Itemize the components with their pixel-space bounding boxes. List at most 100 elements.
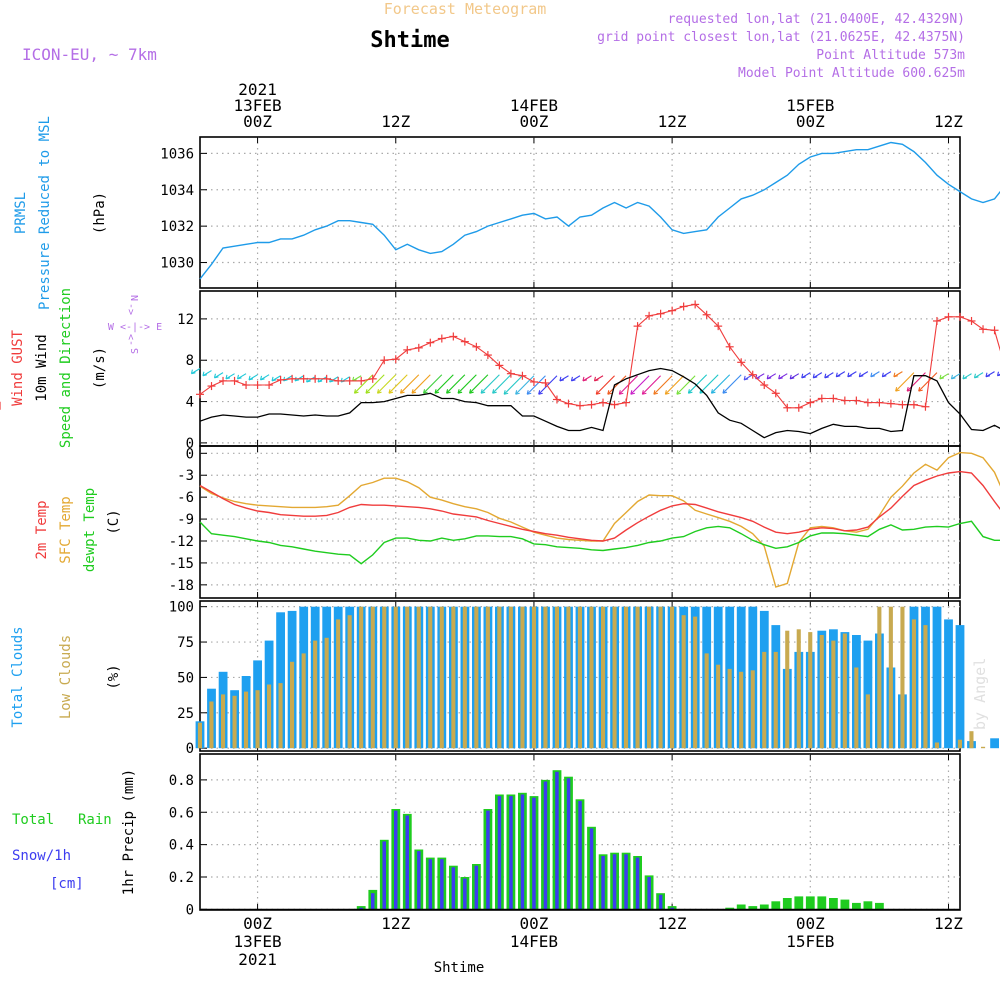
low-cloud-bar (336, 619, 341, 749)
wind-arrow-head (973, 373, 976, 378)
wind-arrow-head (619, 392, 624, 395)
total-cloud-bar (944, 619, 953, 749)
top-time-label: 15FEB (786, 96, 834, 115)
model-name: ICON-EU, ~ 7km (22, 45, 157, 64)
low-cloud-bar (808, 632, 813, 749)
snow-bar (589, 828, 594, 910)
top-time-label: 12Z (658, 112, 687, 131)
wind-arrow-head (559, 376, 562, 382)
wind-arrow-head (388, 389, 391, 394)
wind-arrow-head (365, 389, 368, 394)
low-cloud-bar (428, 606, 433, 749)
wind-arrow-head (997, 374, 1000, 377)
wind-speed-direction-label: Speed and Direction (58, 288, 74, 448)
meteogram-title: Forecast Meteogram (384, 0, 547, 18)
wind-arrow-head (824, 373, 827, 378)
wind-arrow-head (353, 389, 356, 394)
low-cloud-bar (670, 606, 675, 749)
rain-bar (667, 906, 677, 910)
wind-direction-arrow (423, 374, 443, 394)
low-cloud-bar (451, 606, 456, 749)
precip-snow-label: Snow/1h (12, 848, 71, 864)
wind-arrow-head (824, 376, 829, 379)
wind-arrow-head (260, 378, 265, 381)
wind-arrow-head (237, 377, 242, 380)
wind-arrow-head (939, 377, 945, 380)
rain-bar (771, 901, 781, 910)
wind-arrow-head (835, 372, 838, 377)
wind-direction-arrow (664, 375, 685, 395)
wind-arrow-head (492, 389, 495, 394)
wind-direction-arrow (400, 374, 420, 394)
y-tick-label: 25 (177, 706, 194, 722)
low-cloud-bar (842, 633, 847, 749)
rain-bar (356, 906, 366, 910)
precip-unit-label: 1hr Precip (mm) (121, 769, 137, 895)
wind-arrow-head (388, 391, 394, 394)
y-tick-label: 1032 (160, 219, 194, 235)
wind-arrow-head (801, 376, 806, 379)
sfc-temp-line (199, 451, 1000, 588)
snow-bar (382, 841, 386, 910)
low-cloud-bar (359, 606, 364, 749)
y-tick-label: 8 (186, 353, 194, 369)
point-altitude: Point Altitude 573m (816, 48, 965, 63)
wind-arrow-head (492, 391, 497, 394)
temp-2m-line (199, 470, 1000, 542)
snow-bar (624, 854, 628, 910)
wind-arrow-head (847, 375, 852, 378)
low-cloud-bar (520, 606, 525, 749)
wind-arrow-head (271, 376, 274, 382)
total-cloud-bar (932, 606, 942, 749)
wind-arrow-head (434, 389, 437, 394)
low-cloud-bar (911, 619, 916, 749)
low-cloud-bar (393, 606, 398, 749)
precip-labels: Total Rain Snow/1h [cm] 1hr Precip (mm) (12, 769, 137, 895)
low-cloud-bar (290, 661, 295, 749)
low-cloud-bar (624, 606, 629, 749)
wind-arrow-head (202, 374, 208, 377)
wind-arrow-head (870, 375, 875, 378)
y-tick-label: 75 (177, 635, 194, 651)
snow-bar (371, 893, 375, 910)
wind-gust-label: Wind GUST (10, 330, 26, 406)
wind-arrow-head (399, 389, 403, 394)
wind-arrow-head (423, 391, 428, 394)
cloud-unit-label: (%) (106, 664, 122, 689)
wind-arrow-head (214, 376, 219, 379)
snow-bar (463, 878, 467, 910)
wind-arrow-head (352, 376, 355, 382)
wind-arrow-head (641, 390, 644, 395)
y-tick-label: 12 (177, 312, 194, 328)
wind-arrow-head (710, 389, 713, 394)
low-cloud-bar (854, 667, 859, 749)
prmsl-label: PRMSL (13, 192, 29, 234)
low-cloud-bar (543, 606, 548, 749)
wind-direction-arrow (388, 374, 408, 394)
snow-bar (451, 867, 456, 910)
wind-arrow-head (893, 372, 896, 377)
wind-direction-arrow (457, 374, 477, 394)
wind-arrow-head (676, 390, 679, 395)
wind-arrow-head (593, 376, 596, 382)
precip-panel-frame (199, 753, 961, 911)
y-tick-label: 0.6 (169, 805, 194, 821)
requested-coordinates: requested lon,lat (21.0400E, 42.4329N) (668, 12, 965, 27)
snow-bar (474, 865, 479, 910)
wind-arrow-head (789, 374, 792, 379)
snow-bar (555, 771, 559, 910)
low-cloud-bar (474, 606, 479, 749)
low-cloud-bar (773, 651, 778, 749)
plot-layer (0, 141, 1000, 910)
snow-bar (578, 800, 582, 910)
pressure-labels: PRMSL Pressure Reduced to MSL (hPa) (13, 116, 108, 310)
pressure-msl-label: Pressure Reduced to MSL (37, 116, 53, 310)
low-cloud-bar (405, 606, 410, 749)
wind-arrow-head (642, 392, 647, 395)
wind-arrow-head (469, 391, 474, 394)
rain-bar (852, 902, 861, 910)
wind-arrow-head (515, 392, 520, 395)
wind-arrow-head (676, 392, 682, 395)
